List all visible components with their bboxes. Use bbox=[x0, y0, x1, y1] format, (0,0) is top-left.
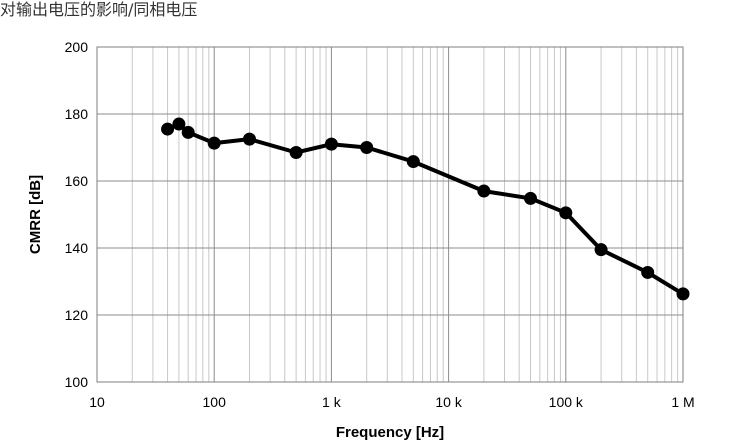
plot-area-frame bbox=[96, 46, 684, 383]
y-tick-label: 100 bbox=[65, 374, 89, 390]
y-tick-label: 180 bbox=[65, 106, 89, 122]
x-tick-label: 100 k bbox=[549, 394, 584, 410]
y-tick-label: 120 bbox=[65, 307, 89, 323]
data-point bbox=[161, 122, 175, 136]
minor-gridlines bbox=[131, 47, 679, 382]
data-point bbox=[676, 287, 690, 301]
data-point bbox=[289, 146, 303, 160]
data-point bbox=[406, 155, 420, 169]
data-point bbox=[594, 243, 608, 257]
y-tick-label: 200 bbox=[65, 39, 89, 55]
y-tick-label: 160 bbox=[65, 173, 89, 189]
chart-title: 对输出电压的影响/同相电压 bbox=[0, 0, 198, 19]
x-tick-label: 100 bbox=[203, 394, 227, 410]
data-point bbox=[360, 141, 374, 154]
data-point bbox=[207, 136, 221, 150]
y-axis-title: CMRR [dB] bbox=[27, 175, 44, 254]
data-point bbox=[559, 206, 573, 220]
y-tick-label: 140 bbox=[65, 240, 89, 256]
series-line bbox=[165, 122, 685, 296]
data-point bbox=[477, 184, 491, 198]
data-point bbox=[524, 191, 538, 205]
x-tick-label: 1 M bbox=[671, 394, 694, 410]
major-gridlines bbox=[96, 46, 684, 383]
y-axis-tick-labels: 100 120 140 160 180 200 bbox=[65, 39, 89, 390]
series-layer bbox=[161, 117, 690, 301]
x-axis-tick-labels: 10 100 1 k 10 k 100 k 1 M bbox=[89, 394, 694, 410]
data-point bbox=[242, 132, 256, 146]
data-point bbox=[172, 117, 186, 131]
data-point bbox=[181, 125, 195, 139]
data-point bbox=[641, 265, 655, 279]
x-tick-label: 10 k bbox=[435, 394, 462, 410]
data-point bbox=[324, 137, 338, 151]
x-axis-title: Frequency [Hz] bbox=[336, 424, 444, 441]
x-tick-label: 1 k bbox=[322, 394, 342, 410]
x-tick-label: 10 bbox=[89, 394, 105, 410]
